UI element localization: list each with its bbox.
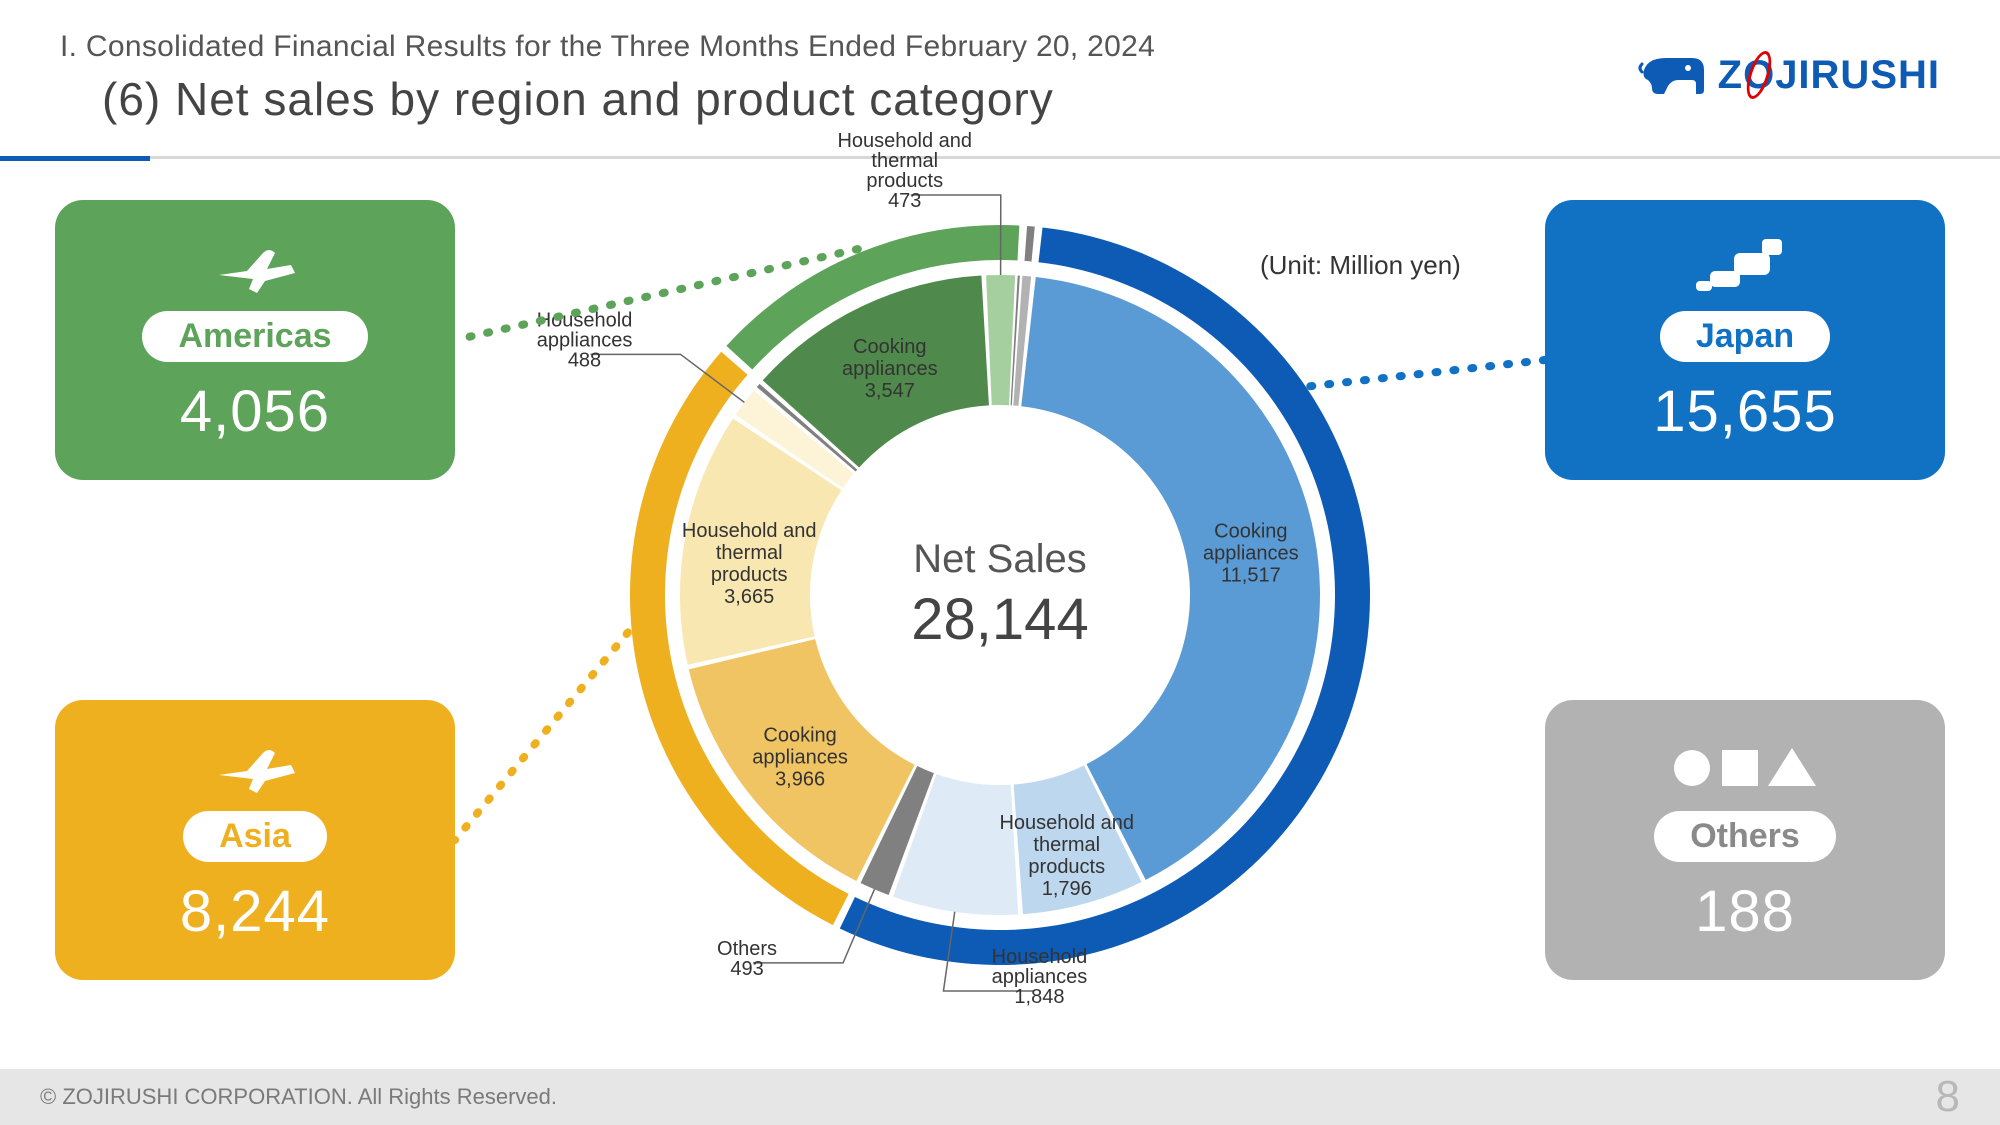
slide: I. Consolidated Financial Results for th… — [0, 0, 2000, 1125]
region-value: 15,655 — [1653, 378, 1836, 445]
region-label: Others — [1654, 811, 1836, 862]
plane-icon — [213, 235, 297, 295]
page-number: 8 — [1936, 1072, 1960, 1122]
region-card-americas: Americas 4,056 — [55, 200, 455, 480]
region-value: 8,244 — [180, 878, 330, 945]
brand-logo: ZOJIRUSHI — [1638, 50, 1940, 100]
elephant-icon — [1638, 50, 1708, 100]
segment-label: Householdappliances488 — [537, 309, 633, 371]
plane-icon — [213, 735, 297, 795]
region-card-japan: Japan 15,655 — [1545, 200, 1945, 480]
footer: © ZOJIRUSHI CORPORATION. All Rights Rese… — [0, 1069, 2000, 1125]
segment-label: Household andthermalproducts473 — [837, 130, 972, 212]
header-rule — [0, 156, 2000, 159]
logo-text: ZOJIRUSHI — [1718, 53, 1940, 98]
center-value: 28,144 — [911, 586, 1088, 653]
japan-map-icon — [1690, 235, 1800, 295]
center-label: Net Sales 28,144 — [911, 537, 1088, 653]
segment-label: Householdappliances1,848 — [992, 946, 1088, 1008]
outer-ring-others — [1025, 226, 1035, 261]
region-label: Americas — [142, 311, 367, 362]
donut-chart: Cookingappliances11,517Household andther… — [540, 195, 1460, 995]
region-card-asia: Asia 8,244 — [55, 700, 455, 980]
region-label: Japan — [1660, 311, 1830, 362]
region-value: 188 — [1695, 878, 1795, 945]
copyright: © ZOJIRUSHI CORPORATION. All Rights Rese… — [40, 1084, 557, 1110]
region-value: 4,056 — [180, 378, 330, 445]
region-card-others: Others 188 — [1545, 700, 1945, 980]
shapes-icon — [1670, 735, 1820, 795]
center-title: Net Sales — [911, 537, 1088, 582]
segment — [986, 275, 1015, 405]
region-label: Asia — [183, 811, 327, 862]
segment-label: Others493 — [717, 938, 777, 980]
